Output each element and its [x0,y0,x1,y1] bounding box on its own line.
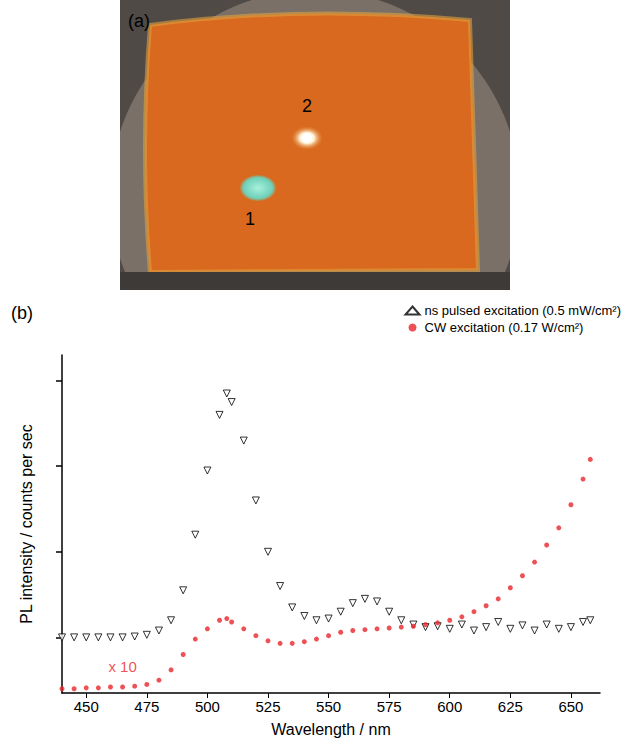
svg-text:525: 525 [255,698,280,715]
svg-text:x 10: x 10 [108,658,136,675]
svg-text:450: 450 [74,698,99,715]
svg-text:650: 650 [558,698,583,715]
svg-text:1: 1 [245,209,255,229]
svg-text:Wavelength / nm: Wavelength / nm [271,721,390,738]
svg-text:ns pulsed excitation (0.5 mW/c: ns pulsed excitation (0.5 mW/cm²) [424,303,621,318]
svg-text:(a): (a) [128,11,150,31]
svg-text:2: 2 [302,96,312,116]
svg-text:475: 475 [134,698,159,715]
svg-text:500: 500 [195,698,220,715]
svg-text:(b): (b) [11,303,33,323]
svg-text:PL intensity / counts per sec: PL intensity / counts per sec [18,424,35,624]
svg-text:600: 600 [437,698,462,715]
svg-text:575: 575 [377,698,402,715]
svg-text:625: 625 [498,698,523,715]
svg-text:550: 550 [316,698,341,715]
svg-text:CW excitation (0.17 W/cm²): CW excitation (0.17 W/cm²) [424,320,583,335]
